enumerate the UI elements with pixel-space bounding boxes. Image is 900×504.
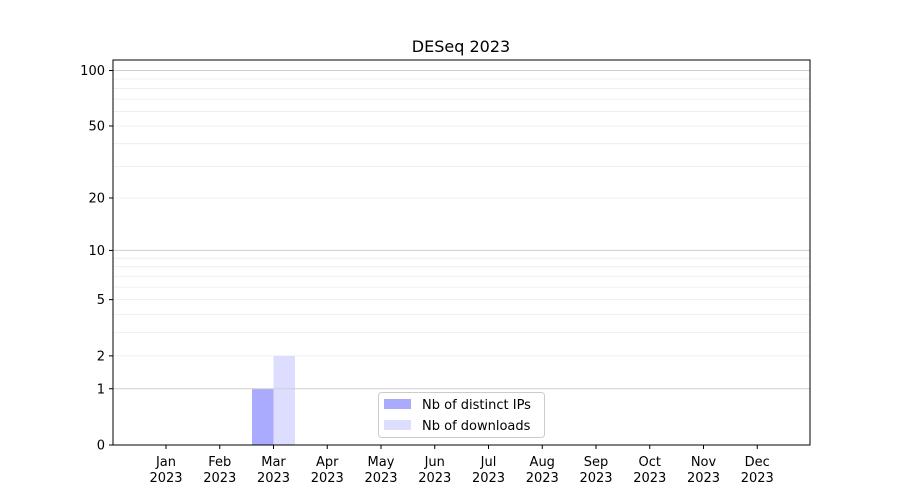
legend-label-distinct-ips: Nb of distinct IPs — [422, 398, 531, 413]
x-tick-label: 2023 — [741, 471, 774, 486]
y-tick-label: 5 — [97, 293, 105, 308]
bars — [252, 355, 295, 445]
x-tick-label: 2023 — [364, 471, 397, 486]
x-tick-label: 2023 — [526, 471, 559, 486]
major-grid — [113, 70, 810, 390]
x-tick-label: Apr — [316, 455, 339, 470]
x-tick-label: Dec — [745, 455, 770, 470]
x-tick-label: Aug — [530, 455, 555, 470]
y-tick-label: 20 — [88, 191, 105, 206]
x-tick-label: Jul — [480, 455, 497, 470]
x-tick-label: 2023 — [203, 471, 236, 486]
x-tick-label: 2023 — [633, 471, 666, 486]
x-tick-label: May — [368, 455, 395, 470]
bar-downloads — [273, 355, 295, 445]
plot-frame — [112, 59, 811, 446]
x-tick-label: 2023 — [311, 471, 344, 486]
x-tick-label: Jun — [424, 455, 445, 470]
x-tick-label: Jan — [155, 455, 176, 470]
bar-distinct-ips — [252, 388, 274, 445]
x-tick-label: Sep — [584, 455, 609, 470]
grid — [113, 78, 810, 357]
chart-title: DESeq 2023 — [412, 37, 510, 56]
y-tick-label: 10 — [88, 244, 105, 259]
y-tick-label: 1 — [97, 382, 105, 397]
y-tick-label: 0 — [97, 439, 105, 454]
y-tick-label: 50 — [88, 119, 105, 134]
x-tick-label: 2023 — [579, 471, 612, 486]
y-tick-label: 100 — [80, 64, 105, 79]
y-axis: 0 1 2 5 10 20 50 100 — [80, 64, 113, 454]
x-tick-label: 2023 — [687, 471, 720, 486]
x-tick-label: 2023 — [257, 471, 290, 486]
x-tick-label: Nov — [691, 455, 717, 470]
x-tick-label: Oct — [639, 455, 661, 470]
y-tick-label: 2 — [97, 349, 105, 364]
legend: Nb of distinct IPs Nb of downloads — [378, 392, 545, 438]
legend-swatch-downloads — [384, 420, 411, 430]
x-tick-label: Feb — [208, 455, 231, 470]
legend-label-downloads: Nb of downloads — [422, 419, 531, 434]
x-tick-label: 2023 — [472, 471, 505, 486]
legend-swatch-distinct-ips — [384, 399, 411, 409]
x-tick-label: 2023 — [149, 471, 182, 486]
x-tick-label: 2023 — [418, 471, 451, 486]
x-tick-label: Mar — [261, 455, 286, 470]
x-axis: Jan2023Feb2023Mar2023Apr2023May2023Jun20… — [149, 445, 774, 486]
legend-frame — [378, 392, 545, 438]
